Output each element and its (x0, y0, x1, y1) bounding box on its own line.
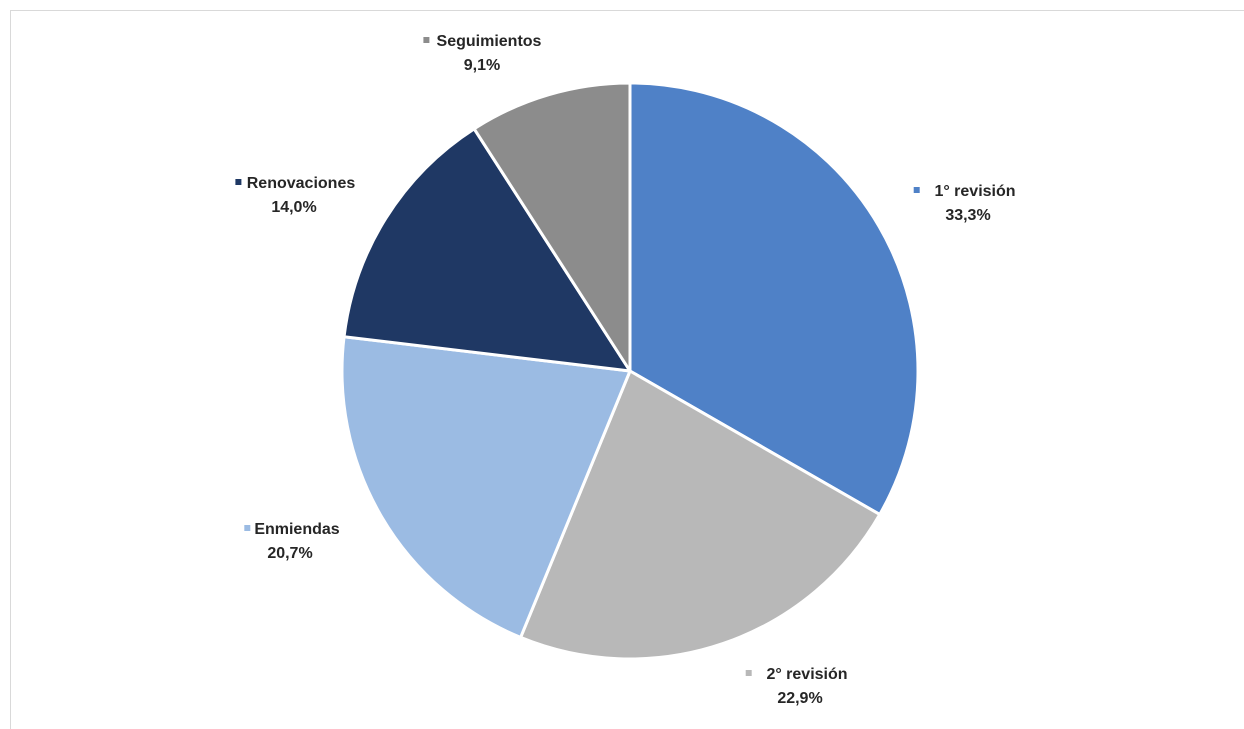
slice-label-4: Renovaciones 14,0% (235, 175, 355, 216)
slice-category-label: 2° revisión (766, 666, 847, 683)
slice-percentage-label: 14,0% (271, 199, 316, 216)
pie-slice-2 (519, 369, 882, 661)
slice-percentage-label: 33,3% (945, 207, 990, 224)
slice-label-1: 1° revisión 33,3% (913, 183, 1016, 224)
slice-category-label: 1° revisión (934, 183, 1015, 200)
pie-slice-1 (628, 81, 920, 516)
pie-slice-5 (472, 81, 632, 373)
slice-category-label: Renovaciones (247, 175, 356, 192)
slice-category-label: Seguimientos (437, 33, 542, 50)
slice-label-5: Seguimientos 9,1% (423, 33, 542, 74)
slice-label-3: Enmiendas 20,7% (244, 521, 340, 562)
pie-slice-3 (340, 335, 632, 639)
slice-percentage-label: 20,7% (267, 545, 312, 562)
legend-key-swatch (913, 187, 920, 193)
legend-key-swatch (745, 670, 752, 676)
slice-category-label: Enmiendas (254, 521, 339, 538)
slice-percentage-label: 22,9% (777, 690, 822, 707)
legend-key-swatch (244, 525, 251, 531)
pie-labels: 1° revisión 33,3% 2° revisión 22,9% Enmienda… (235, 33, 1016, 707)
legend-key-swatch (423, 37, 430, 43)
legend-key-swatch (235, 179, 242, 185)
pie-slice-4 (342, 127, 632, 373)
slice-label-2: 2° revisión 22,9% (745, 666, 848, 707)
slice-percentage-label: 9,1% (464, 57, 500, 74)
pie-slices (340, 81, 920, 661)
